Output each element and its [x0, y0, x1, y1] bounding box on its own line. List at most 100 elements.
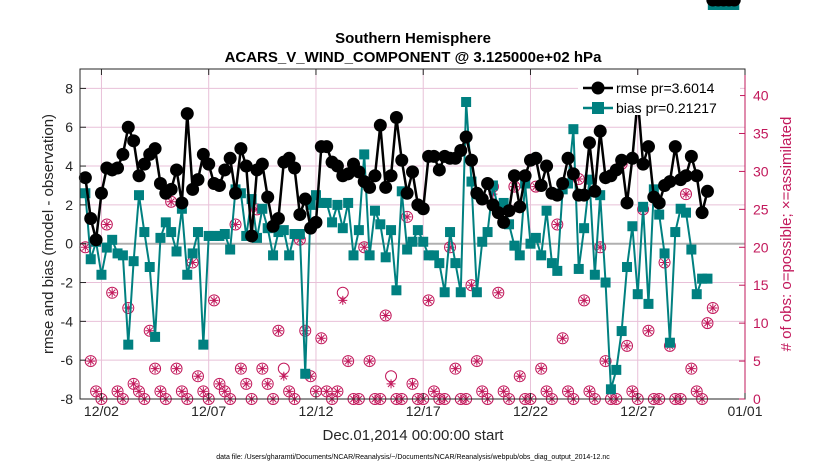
bias-marker	[305, 199, 316, 210]
rmse-marker	[175, 196, 189, 210]
possible-marker	[342, 355, 355, 368]
y-axis-label: rmse and bias (model - observation)	[40, 114, 57, 354]
rmse-marker	[615, 153, 629, 167]
bias-marker	[659, 248, 670, 259]
bias-marker	[546, 258, 557, 269]
possible-marker	[299, 324, 312, 337]
bias-marker	[375, 219, 386, 230]
assimilated-marker	[145, 326, 155, 336]
rmse-marker	[454, 144, 468, 158]
bias-marker	[117, 250, 128, 261]
right-tick-label: 0	[753, 391, 761, 407]
rmse-marker	[481, 177, 495, 191]
bias-marker	[686, 244, 697, 255]
rmse-marker	[684, 149, 698, 163]
rmse-marker	[513, 200, 527, 214]
bias-marker	[600, 277, 611, 288]
assimilated-marker	[188, 257, 198, 267]
rmse-marker	[400, 186, 414, 200]
legend-rmse-label: rmse pr=3.6014	[616, 80, 715, 96]
bias-marker	[337, 223, 348, 234]
legend-bias-marker	[592, 102, 604, 114]
bias-marker	[643, 298, 654, 309]
x-tick-label: 12/27	[620, 403, 655, 419]
possible-marker	[513, 370, 526, 383]
bias-marker	[691, 289, 702, 300]
assimilated-marker	[241, 379, 251, 389]
rmse-marker	[700, 184, 714, 198]
assimilated-marker	[708, 303, 718, 313]
assimilated-marker	[273, 326, 283, 336]
possible-marker	[642, 324, 655, 337]
data-file-footnote: data file: /Users/gharamti/Documents/NCA…	[216, 454, 610, 461]
rmse-marker	[502, 204, 516, 218]
bias-marker	[477, 236, 488, 247]
bias-marker	[418, 236, 429, 247]
rmse-marker	[416, 202, 430, 216]
bias-marker	[450, 258, 461, 269]
bias-marker	[573, 263, 584, 274]
bias-marker	[702, 273, 713, 284]
bias-marker	[112, 248, 123, 259]
bias-marker	[289, 229, 300, 239]
x-axis-label: Dec.01,2014 00:00:00 start	[323, 427, 505, 444]
rmse-marker	[363, 180, 377, 194]
bias-marker	[316, 197, 327, 208]
assimilated-marker	[166, 197, 176, 207]
rmse-marker	[94, 186, 108, 200]
assimilated-marker	[129, 379, 139, 389]
y-tick-label: 6	[65, 119, 73, 135]
rmse-marker	[577, 188, 591, 202]
assimilated-marker	[306, 371, 316, 381]
rmse-marker	[593, 124, 607, 138]
bias-marker	[128, 256, 139, 267]
bias-marker	[203, 230, 214, 241]
assimilated-marker	[381, 311, 391, 321]
bias-marker	[461, 97, 472, 107]
assimilated-marker	[424, 295, 434, 305]
rmse-marker	[534, 178, 548, 192]
rmse-marker	[663, 175, 677, 189]
rmse-marker	[202, 157, 216, 171]
bias-marker	[605, 384, 616, 395]
assimilated-marker	[574, 174, 584, 184]
rmse-marker	[89, 233, 103, 247]
assimilated-marker	[123, 303, 133, 313]
rmse-marker	[127, 134, 141, 148]
assimilated-marker	[279, 371, 289, 381]
right-axis-label: # of obs: o=possible; ×=assimilated	[778, 117, 795, 352]
assimilated-marker	[322, 386, 332, 396]
x-tick-label: 01/01	[727, 403, 762, 419]
bias-marker	[552, 265, 563, 276]
assimilated-marker	[584, 386, 594, 396]
possible-marker	[256, 362, 269, 375]
assimilated-marker	[193, 371, 203, 381]
assimilated-marker	[499, 386, 509, 396]
bias-marker	[182, 269, 193, 280]
bias-marker	[681, 207, 692, 218]
possible-marker	[422, 294, 435, 307]
rmse-marker	[309, 215, 323, 229]
assimilated-marker	[408, 379, 417, 389]
assimilated-marker	[91, 386, 101, 396]
possible-marker	[680, 188, 693, 201]
y-tick-label: 8	[65, 80, 73, 96]
bias-marker	[107, 234, 118, 245]
rmse-marker	[679, 169, 693, 183]
assimilated-marker	[257, 364, 267, 374]
bias-marker	[225, 244, 236, 255]
bias-marker	[428, 250, 439, 261]
assimilated-marker	[80, 242, 90, 252]
rmse-marker	[464, 153, 478, 167]
rmse-marker	[245, 229, 259, 243]
bias-marker	[359, 149, 370, 160]
possible-marker	[106, 286, 119, 299]
rmse-marker	[540, 159, 554, 173]
bias-marker	[294, 229, 305, 239]
bias-marker	[391, 285, 402, 296]
rmse-marker	[137, 157, 151, 171]
bias-marker	[595, 190, 606, 201]
bias-marker	[139, 227, 150, 238]
bias-marker	[353, 225, 364, 236]
bias-marker	[364, 250, 375, 261]
